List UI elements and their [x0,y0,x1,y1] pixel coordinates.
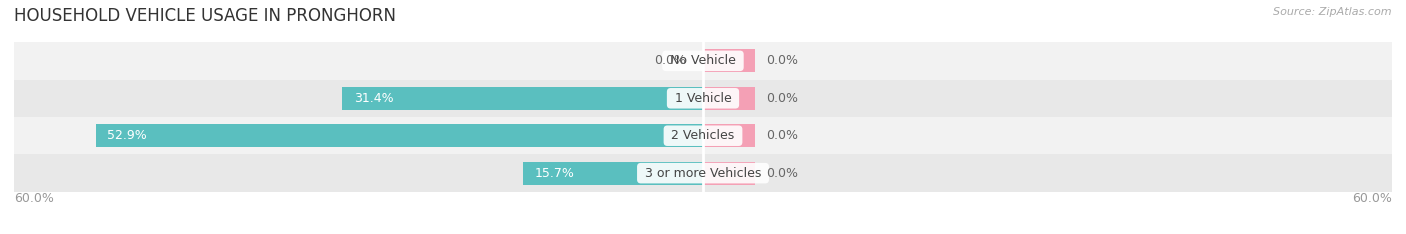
Bar [343,87,703,110]
Text: 31.4%: 31.4% [354,92,394,105]
Text: HOUSEHOLD VEHICLE USAGE IN PRONGHORN: HOUSEHOLD VEHICLE USAGE IN PRONGHORN [14,7,396,25]
Text: 52.9%: 52.9% [107,129,146,142]
Text: 2 Vehicles: 2 Vehicles [668,129,738,142]
Bar [703,124,755,147]
Bar [703,87,755,110]
Bar [14,117,1392,154]
Text: 0.0%: 0.0% [766,129,799,142]
Text: 60.0%: 60.0% [14,192,53,205]
Text: 1 Vehicle: 1 Vehicle [671,92,735,105]
Bar [523,161,703,185]
Text: No Vehicle: No Vehicle [666,54,740,67]
Legend: Owner-occupied, Renter-occupied: Owner-occupied, Renter-occupied [565,230,841,234]
Bar [14,154,1392,192]
Text: 0.0%: 0.0% [766,54,799,67]
Bar [96,124,703,147]
Text: 3 or more Vehicles: 3 or more Vehicles [641,167,765,180]
Bar [703,49,755,73]
Bar [703,161,755,185]
Text: 15.7%: 15.7% [534,167,574,180]
Bar [14,80,1392,117]
Text: 0.0%: 0.0% [654,54,686,67]
Text: Source: ZipAtlas.com: Source: ZipAtlas.com [1274,7,1392,17]
Text: 60.0%: 60.0% [1353,192,1392,205]
Text: 0.0%: 0.0% [766,167,799,180]
Bar [14,42,1392,80]
Text: 0.0%: 0.0% [766,92,799,105]
